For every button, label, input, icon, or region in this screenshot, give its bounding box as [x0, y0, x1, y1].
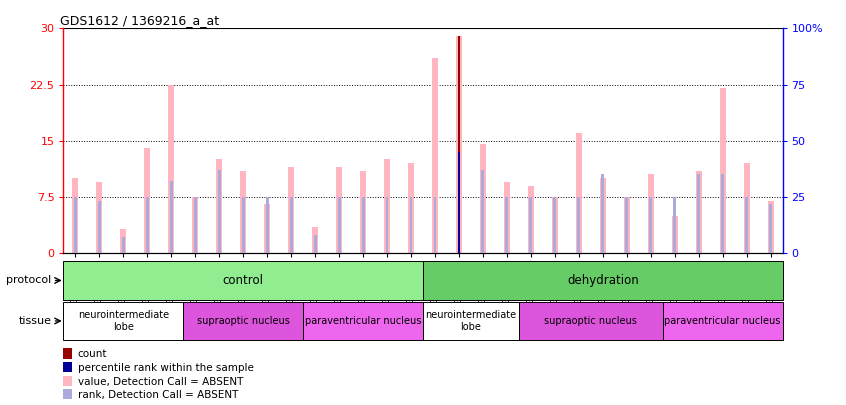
Bar — [519, 302, 662, 340]
Text: protocol: protocol — [6, 275, 52, 286]
Bar — [625, 197, 629, 253]
Bar — [744, 163, 750, 253]
Bar — [672, 215, 678, 253]
Bar — [303, 302, 423, 340]
Bar — [528, 185, 534, 253]
Text: rank, Detection Call = ABSENT: rank, Detection Call = ABSENT — [78, 390, 239, 400]
Bar — [312, 227, 318, 253]
Bar — [336, 167, 342, 253]
Text: paraventricular nucleus: paraventricular nucleus — [664, 316, 781, 326]
Bar — [63, 362, 73, 372]
Bar — [458, 152, 460, 253]
Bar — [695, 171, 701, 253]
Bar — [74, 197, 77, 253]
Bar — [458, 36, 460, 253]
Text: neurointermediate
lobe: neurointermediate lobe — [426, 310, 517, 332]
Bar — [602, 175, 604, 253]
Text: count: count — [78, 350, 107, 360]
Bar — [192, 197, 198, 253]
Bar — [360, 171, 366, 253]
Bar — [600, 178, 606, 253]
Text: GDS1612 / 1369216_a_at: GDS1612 / 1369216_a_at — [60, 14, 219, 27]
Text: percentile rank within the sample: percentile rank within the sample — [78, 363, 254, 373]
Bar — [552, 197, 558, 253]
Bar — [217, 170, 221, 253]
Bar — [409, 197, 413, 253]
Bar — [240, 171, 246, 253]
Bar — [168, 85, 174, 253]
Bar — [745, 197, 748, 253]
Bar — [662, 302, 783, 340]
Bar — [386, 197, 388, 253]
Bar — [423, 261, 783, 300]
Text: supraoptic nucleus: supraoptic nucleus — [544, 316, 637, 326]
Text: dehydration: dehydration — [567, 274, 639, 287]
Bar — [264, 205, 270, 253]
Bar — [63, 375, 73, 386]
Bar — [63, 348, 73, 358]
Bar — [63, 261, 423, 300]
Bar — [408, 163, 414, 253]
Bar — [480, 145, 486, 253]
Bar — [63, 302, 184, 340]
Bar — [289, 197, 293, 253]
Bar — [63, 389, 73, 399]
Bar — [648, 175, 654, 253]
Bar — [649, 197, 652, 253]
Bar — [361, 197, 365, 253]
Bar — [73, 178, 79, 253]
Bar — [266, 197, 269, 253]
Bar — [314, 235, 316, 253]
Bar — [769, 204, 772, 253]
Bar — [767, 201, 773, 253]
Bar — [384, 160, 390, 253]
Text: value, Detection Call = ABSENT: value, Detection Call = ABSENT — [78, 377, 243, 387]
Text: neurointermediate
lobe: neurointermediate lobe — [78, 310, 169, 332]
Text: paraventricular nucleus: paraventricular nucleus — [305, 316, 421, 326]
Bar — [456, 36, 462, 253]
Bar — [530, 197, 532, 253]
Bar — [577, 197, 580, 253]
Bar — [184, 302, 303, 340]
Bar — [481, 170, 485, 253]
Bar — [170, 181, 173, 253]
Text: supraoptic nucleus: supraoptic nucleus — [197, 316, 289, 326]
Bar — [697, 175, 700, 253]
Bar — [96, 182, 102, 253]
Bar — [553, 197, 557, 253]
Bar — [432, 58, 438, 253]
Bar — [145, 148, 151, 253]
Bar — [504, 182, 510, 253]
Bar — [720, 88, 726, 253]
Bar — [146, 197, 149, 253]
Bar — [505, 197, 508, 253]
Bar — [338, 197, 341, 253]
Text: control: control — [222, 274, 264, 287]
Bar — [423, 302, 519, 340]
Bar — [120, 229, 126, 253]
Bar — [576, 133, 582, 253]
Bar — [242, 197, 244, 253]
Bar — [288, 167, 294, 253]
Bar — [433, 197, 437, 253]
Bar — [98, 201, 101, 253]
Bar — [194, 197, 197, 253]
Bar — [673, 197, 676, 253]
Bar — [217, 160, 222, 253]
Bar — [122, 237, 125, 253]
Bar — [721, 175, 724, 253]
Text: tissue: tissue — [19, 316, 52, 326]
Bar — [624, 197, 629, 253]
